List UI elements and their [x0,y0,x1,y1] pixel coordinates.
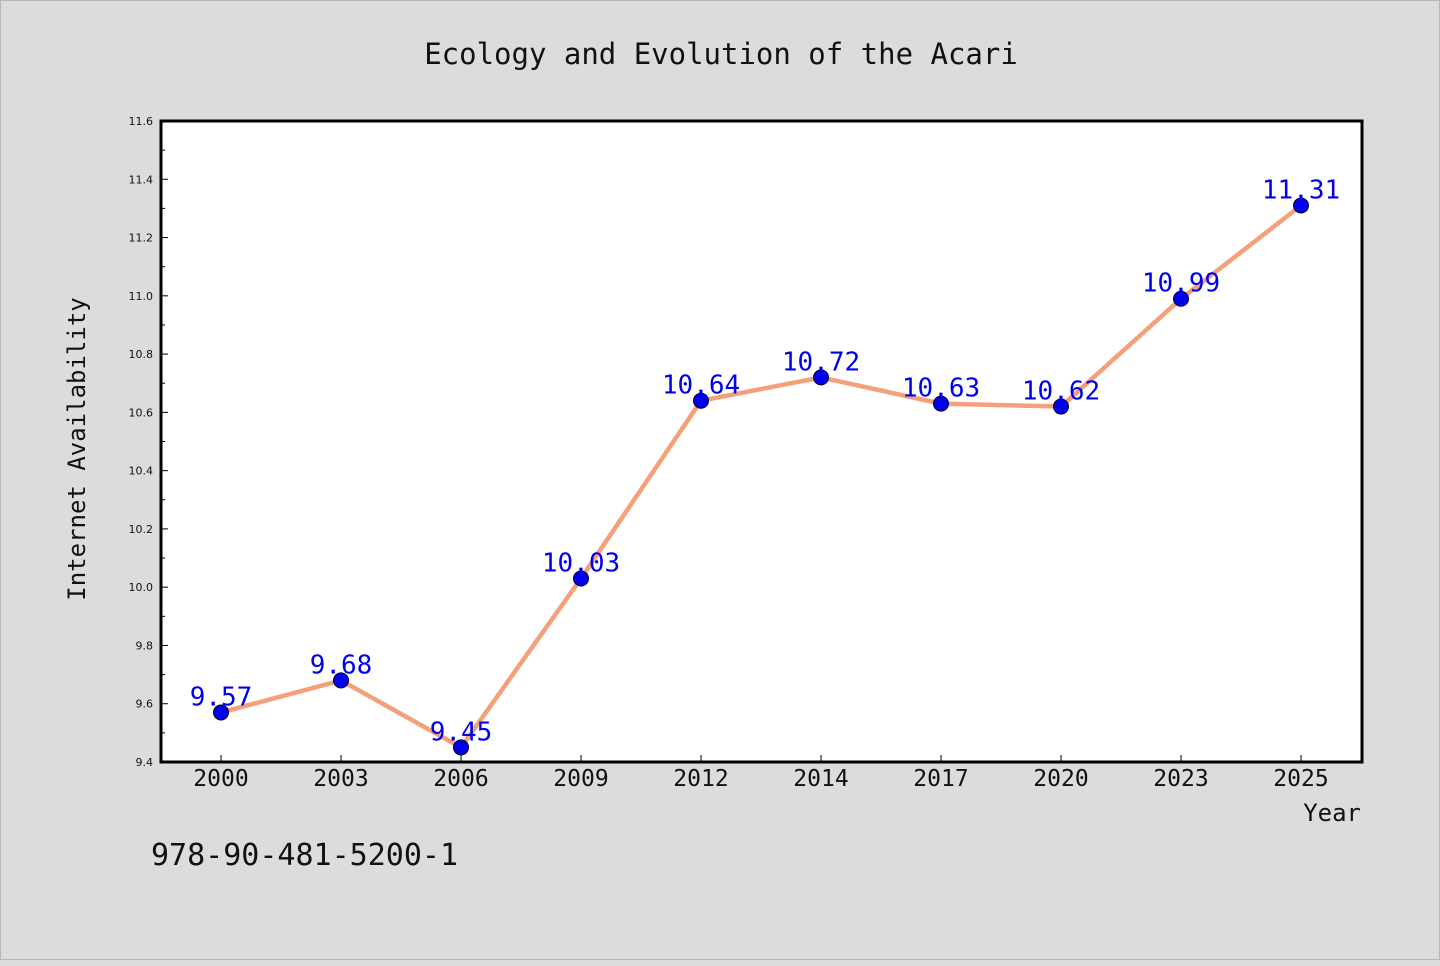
y-tick-label: 11.0 [129,290,154,303]
chart-title: Ecology and Evolution of the Acari [424,37,1018,71]
y-axis-ticks: 9.4 9.6 9.8 10.0 10.2 10.4 10.6 10.8 11.0 11.2 11.… [129,115,168,769]
x-tick-label: 2017 [913,766,968,792]
isbn-footnote: 978-90-481-5200-1 [151,838,458,873]
data-label: 9.68 [310,650,373,680]
x-tick-label: 2014 [793,766,848,792]
x-axis-label: Year [1303,799,1361,827]
y-tick-label: 10.4 [129,465,154,478]
series-markers [213,197,1309,756]
data-label: 10.64 [662,371,740,401]
data-label: 10.63 [902,374,980,404]
data-label: 10.03 [542,548,620,578]
y-axis-label: Internet Availability [63,297,91,600]
series-line [218,203,1304,750]
y-tick-label: 9.4 [136,756,154,769]
x-tick-label: 2006 [433,766,488,792]
data-label: 9.57 [190,682,253,712]
data-point [693,392,709,409]
data-point [213,704,229,721]
data-point [333,672,349,689]
x-tick-label: 2012 [673,766,728,792]
data-labels: 9.57 9.68 9.45 10.03 10.64 10.72 10.63 10.62 10.… [190,175,1340,747]
y-tick-label: 11.4 [129,173,154,186]
data-label: 11.31 [1262,175,1340,205]
data-point [813,369,829,386]
data-label: 10.62 [1022,377,1100,407]
data-point [1173,290,1189,307]
y-tick-label: 9.8 [136,639,154,652]
data-point [573,570,589,587]
y-tick-label: 10.6 [129,406,154,419]
x-tick-label: 2025 [1273,766,1328,792]
data-point [453,739,469,756]
data-label: 10.99 [1142,269,1220,299]
y-tick-label: 11.6 [129,115,154,128]
x-tick-label: 2009 [553,766,608,792]
y-tick-label: 10.0 [129,581,154,594]
y-tick-label: 9.6 [136,698,154,711]
x-tick-label: 2020 [1033,766,1088,792]
y-tick-label: 11.2 [129,232,154,245]
y-tick-label: 10.2 [129,523,154,536]
x-tick-label: 2023 [1153,766,1208,792]
x-axis-ticks: 2000 2003 2006 2009 2012 2014 2017 2020 2023 2025 [193,755,1329,792]
x-tick-label: 2000 [193,766,248,792]
plot-area [159,119,1364,764]
x-tick-label: 2003 [313,766,368,792]
y-tick-label: 10.8 [129,348,154,361]
series-line-group [218,203,1304,750]
data-point [1293,197,1309,214]
data-label: 10.72 [782,347,860,377]
data-point [933,395,949,412]
data-label: 9.45 [430,717,493,747]
data-point [1053,398,1069,415]
